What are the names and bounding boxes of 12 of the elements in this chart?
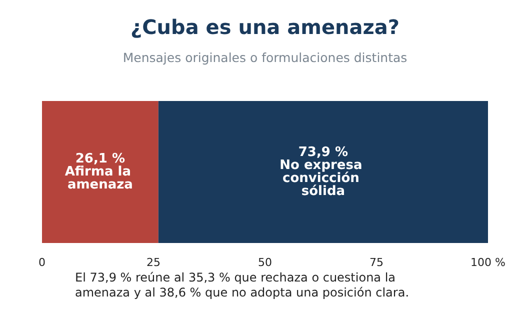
chart-subtitle: Mensajes originales o formulaciones distintas bbox=[122, 50, 408, 65]
text: El 73,9 % reúne al 35,3 % que rechaza o cuestiona la amenaza y al 38,6 % que no adopta una posición clara. bbox=[75, 270, 410, 300]
x-tick-label: 0 bbox=[38, 256, 46, 269]
chart-title: ¿Cuba es una amenaza? bbox=[130, 15, 400, 39]
x-tick-label: 25 bbox=[146, 256, 160, 269]
x-tick-label: 50 bbox=[258, 256, 272, 269]
data-label: 26,1 % bbox=[75, 152, 126, 166]
series-label: Afirma la amenaza bbox=[64, 164, 136, 192]
data-label: 73,9 % bbox=[298, 145, 348, 160]
x-tick-label: 75 bbox=[370, 256, 384, 269]
x-tick-label: 100 % bbox=[470, 256, 506, 269]
series-label: No expresa convicción sólida bbox=[280, 158, 367, 199]
